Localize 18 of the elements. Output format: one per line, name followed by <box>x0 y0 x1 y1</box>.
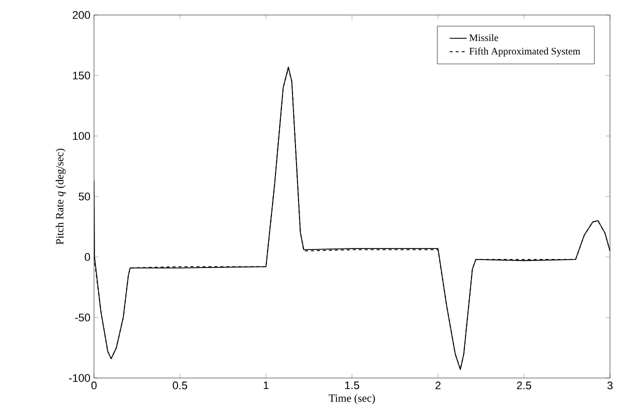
x-tick-label: 2.5 <box>516 382 532 390</box>
x-axis-title: Time (sec) <box>328 394 375 404</box>
y-tick-label: 150 <box>73 72 90 80</box>
y-tick-label: 200 <box>72 11 90 19</box>
x-tick-label: 1 <box>264 382 269 390</box>
legend-label: Fifth Approximated System <box>469 47 580 57</box>
y-tick-label: -50 <box>75 314 90 322</box>
y-tick-label: 100 <box>73 132 90 140</box>
y-axis-title: Pitch Rate q (deg/sec) <box>56 148 66 244</box>
y-tick-label: 0 <box>84 253 90 261</box>
x-tick-label: 2 <box>436 382 440 390</box>
x-tick-label: 0 <box>91 382 97 390</box>
y-tick-label: 50 <box>78 192 90 200</box>
y-tick-label: -100 <box>69 374 90 382</box>
x-tick-label: 1.5 <box>345 382 360 390</box>
legend-label: Missile <box>469 34 498 42</box>
x-tick-label: 3 <box>607 382 613 390</box>
x-tick-label: 0.5 <box>172 382 188 390</box>
